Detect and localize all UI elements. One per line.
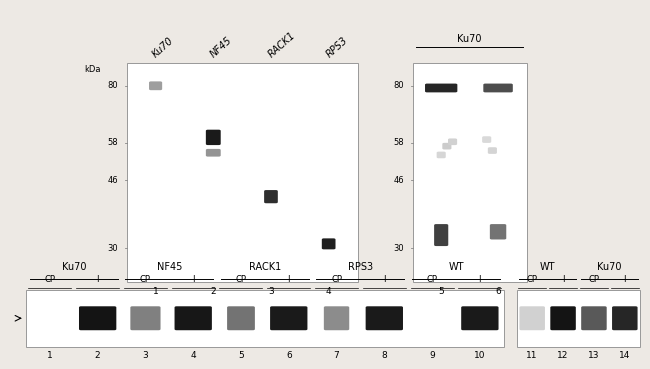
FancyBboxPatch shape (324, 306, 349, 330)
FancyBboxPatch shape (206, 149, 221, 156)
Text: I: I (287, 276, 290, 284)
FancyBboxPatch shape (434, 224, 448, 246)
Text: NF45: NF45 (209, 35, 234, 60)
Text: Ku70: Ku70 (62, 262, 86, 272)
FancyBboxPatch shape (264, 190, 278, 203)
FancyBboxPatch shape (488, 147, 497, 154)
FancyBboxPatch shape (462, 306, 499, 330)
FancyBboxPatch shape (149, 82, 162, 90)
Text: CP: CP (526, 276, 538, 284)
FancyBboxPatch shape (437, 152, 446, 158)
Text: RACK1: RACK1 (249, 262, 281, 272)
Text: 46: 46 (108, 176, 118, 185)
Text: 8: 8 (382, 351, 387, 360)
Text: WT: WT (540, 262, 555, 272)
Text: 30: 30 (394, 244, 404, 253)
Text: 46: 46 (394, 176, 404, 185)
Text: 6: 6 (286, 351, 292, 360)
FancyBboxPatch shape (227, 306, 255, 330)
Text: CP: CP (588, 276, 599, 284)
Bar (26, 290, 504, 347)
Text: 4: 4 (326, 287, 332, 296)
FancyBboxPatch shape (484, 83, 513, 92)
Text: RPS3: RPS3 (348, 262, 373, 272)
FancyBboxPatch shape (581, 306, 606, 330)
Text: Ku70: Ku70 (597, 262, 621, 272)
Bar (413, 63, 526, 282)
Text: NF45: NF45 (157, 262, 182, 272)
Text: 2: 2 (95, 351, 101, 360)
Text: 3: 3 (142, 351, 148, 360)
Text: 1: 1 (47, 351, 53, 360)
Text: 80: 80 (394, 81, 404, 90)
FancyBboxPatch shape (206, 130, 221, 145)
Text: Ku70: Ku70 (151, 36, 176, 60)
Text: 12: 12 (558, 351, 569, 360)
Text: I: I (623, 276, 626, 284)
Text: 2: 2 (211, 287, 216, 296)
FancyBboxPatch shape (366, 306, 403, 330)
Text: 58: 58 (108, 138, 118, 147)
Text: 14: 14 (619, 351, 630, 360)
Text: CP: CP (235, 276, 246, 284)
Text: 6: 6 (495, 287, 501, 296)
Text: I: I (96, 276, 99, 284)
Bar (517, 290, 640, 347)
FancyBboxPatch shape (131, 306, 161, 330)
FancyBboxPatch shape (519, 306, 545, 330)
Text: CP: CP (140, 276, 151, 284)
FancyBboxPatch shape (270, 306, 307, 330)
Text: 13: 13 (588, 351, 600, 360)
FancyBboxPatch shape (551, 306, 576, 330)
Text: RACK1: RACK1 (266, 30, 297, 60)
Text: 58: 58 (394, 138, 404, 147)
FancyBboxPatch shape (79, 306, 116, 330)
Bar (127, 63, 358, 282)
FancyBboxPatch shape (175, 306, 212, 330)
FancyBboxPatch shape (448, 138, 457, 145)
Text: kDa: kDa (84, 65, 101, 73)
FancyBboxPatch shape (425, 83, 458, 92)
Text: CP: CP (331, 276, 342, 284)
FancyBboxPatch shape (612, 306, 638, 330)
Text: 11: 11 (526, 351, 538, 360)
Text: I: I (192, 276, 194, 284)
FancyBboxPatch shape (490, 224, 506, 239)
Text: 4: 4 (190, 351, 196, 360)
Text: 3: 3 (268, 287, 274, 296)
Text: I: I (383, 276, 385, 284)
FancyBboxPatch shape (322, 238, 335, 249)
Text: 7: 7 (333, 351, 339, 360)
Text: CP: CP (44, 276, 55, 284)
Text: RPS3: RPS3 (324, 35, 349, 60)
Text: 10: 10 (474, 351, 486, 360)
Text: 30: 30 (108, 244, 118, 253)
Text: 5: 5 (438, 287, 444, 296)
Text: 80: 80 (108, 81, 118, 90)
FancyBboxPatch shape (482, 136, 491, 143)
Text: 5: 5 (238, 351, 244, 360)
Text: I: I (562, 276, 564, 284)
Text: I: I (478, 276, 481, 284)
Text: 1: 1 (153, 287, 159, 296)
Text: Ku70: Ku70 (458, 34, 482, 44)
Text: CP: CP (426, 276, 437, 284)
Text: WT: WT (448, 262, 463, 272)
Text: 9: 9 (429, 351, 435, 360)
FancyBboxPatch shape (442, 143, 451, 149)
